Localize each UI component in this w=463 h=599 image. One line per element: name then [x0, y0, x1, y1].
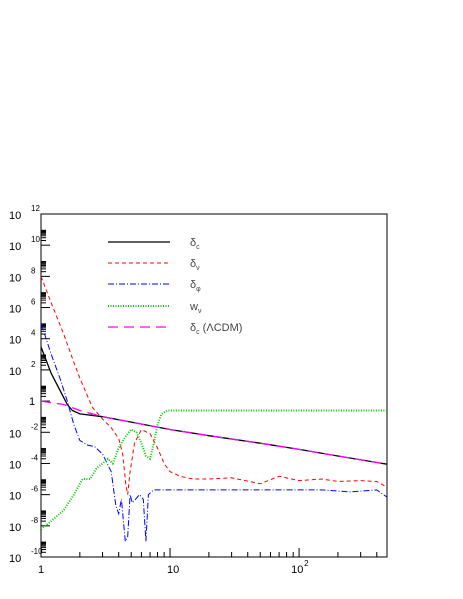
legend-label-1: δν [190, 258, 200, 272]
y-tick-exponent: -8 [31, 516, 39, 525]
x-tick-label: 10 [167, 564, 179, 576]
y-tick-label: 10 [9, 366, 21, 378]
y-tick-exponent: 6 [31, 298, 36, 307]
y-tick-label: 10 [9, 210, 21, 222]
y-tick-label: 10 [9, 241, 21, 253]
y-tick-exponent: 2 [31, 360, 36, 369]
y-tick-exponent: -10 [31, 547, 43, 556]
y-tick-exponent: 4 [31, 329, 36, 338]
y-tick-label: 10 [9, 553, 21, 565]
legend-label-4: δc (ΛCDM) [190, 322, 242, 336]
series-line-0 [41, 346, 387, 465]
y-tick-exponent: -4 [31, 453, 39, 462]
series-line-3 [41, 409, 387, 531]
y-tick-exponent: -2 [31, 422, 39, 431]
series-line-1 [41, 276, 387, 495]
y-tick-label: 10 [9, 491, 21, 503]
y-tick-label: 10 [9, 428, 21, 440]
series-layer [41, 276, 387, 544]
y-axis: 10 12 10 10 10 8 10 6 10 4 10 2 1 10 -2 10 -4 10 -6 10 -8 10 -… [9, 204, 50, 565]
legend-label-3: wν [189, 301, 202, 315]
x-axis: 1 10 102 [38, 548, 378, 576]
x-tick-label: 10 [291, 564, 303, 576]
series-line-4 [41, 400, 387, 465]
legend: δc δν δφ wν δc (ΛCDM) [108, 237, 242, 336]
x-tick-exponent: 2 [304, 559, 309, 568]
y-tick-label: 10 [9, 272, 21, 284]
y-tick-exponent: 10 [31, 235, 40, 244]
x-tick-label: 1 [38, 564, 44, 576]
y-tick-exponent: 12 [31, 204, 40, 213]
y-tick-label: 10 [9, 522, 21, 534]
y-tick-label: 1 [29, 396, 35, 408]
y-tick-label: 10 [9, 459, 21, 471]
legend-label-0: δc [190, 237, 200, 251]
series-line-2 [41, 322, 387, 544]
y-tick-exponent: 8 [31, 266, 36, 275]
y-tick-label: 10 [9, 335, 21, 347]
y-tick-label: 10 [9, 304, 21, 316]
legend-label-2: δφ [190, 279, 201, 293]
plot-frame [40, 213, 388, 558]
y-tick-exponent: -6 [31, 485, 39, 494]
